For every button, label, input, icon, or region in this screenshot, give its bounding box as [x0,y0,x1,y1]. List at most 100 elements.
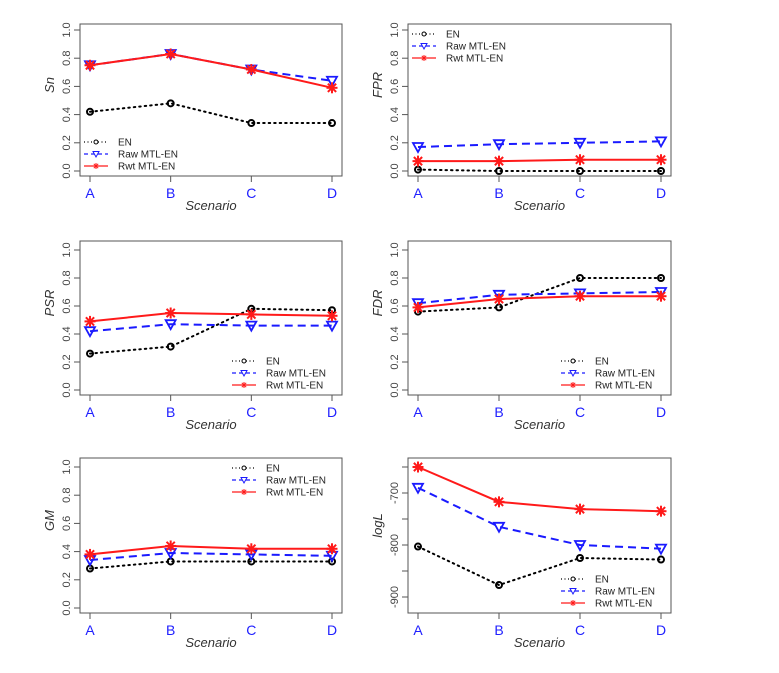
series-line [417,291,662,305]
legend-marker [93,139,99,145]
legend-label: Raw MTL-EN [446,42,506,53]
x-tick-label: A [413,185,423,201]
y-tick-label: 1.0 [61,242,73,257]
series-rwt-mtl-en [412,461,667,517]
series-line [418,158,661,163]
data-point [328,557,336,566]
y-tick-label: 0.6 [389,79,401,94]
data-point [654,543,668,556]
data-point [84,315,96,327]
series-en [414,542,665,590]
x-axis-label: Scenario [514,198,565,213]
x-tick-label: D [327,404,337,420]
series-raw-mtl-en [83,319,339,339]
data-point [165,48,177,60]
y-tick-label: 1.0 [61,22,73,37]
data-point [412,461,424,473]
y-tick-label: 0.6 [389,298,401,313]
data-point [166,342,175,351]
data-point [325,75,339,88]
data-point [495,167,503,175]
series-line [89,102,333,125]
legend-label: EN [595,357,609,368]
y-tick-label: 0.2 [389,135,401,150]
series-line [89,560,333,570]
data-point [411,142,425,154]
data-point [414,542,422,551]
series-rwt-mtl-en [412,290,667,313]
data-point [328,119,336,128]
legend-label: Rwt MTL-EN [595,599,652,610]
x-axis-label: Scenario [185,417,236,432]
plot-frame [407,240,672,396]
data-point [655,154,667,166]
y-axis-label: Sn [42,77,57,93]
data-point [84,59,96,71]
data-point [574,503,586,515]
legend-marker [92,151,100,159]
legend-marker [570,576,576,582]
series-line [417,140,662,149]
x-tick-label: B [494,622,503,638]
y-axis-label: FPR [370,72,385,98]
data-point [574,290,586,302]
legend-label: Raw MTL-EN [595,587,655,598]
legend-label: Raw MTL-EN [266,369,326,380]
legend-marker [569,588,577,596]
data-point [412,155,424,167]
x-tick-label: A [85,404,95,420]
series-line [89,52,333,89]
x-tick-label: C [575,404,585,420]
series-line [89,544,332,556]
series-line [89,307,333,355]
data-point [493,293,505,305]
data-point [411,482,425,495]
legend-label: EN [118,138,132,149]
data-point [247,119,256,128]
y-tick-label: 0.0 [61,600,73,615]
legend-label: Rwt MTL-EN [446,54,503,65]
data-point [657,274,665,282]
y-tick-label: 0.2 [61,354,73,369]
data-point [166,99,175,108]
x-tick-label: C [575,185,585,201]
legend-label: Rwt MTL-EN [266,488,323,499]
legend-marker [421,55,427,61]
x-tick-label: D [656,622,666,638]
series-rwt-mtl-en [84,540,338,560]
y-tick-label: 0.0 [61,382,73,397]
x-tick-label: C [246,622,256,638]
x-tick-label: A [85,185,95,201]
x-axis-label: Scenario [185,198,236,213]
y-axis-label: PSR [42,290,57,317]
y-tick-label: 0.8 [61,270,73,285]
x-tick-label: B [166,622,175,638]
x-tick-label: B [494,185,503,201]
data-point [654,136,668,149]
data-point [657,167,665,175]
series-line [89,552,333,562]
data-point [657,555,665,564]
legend-marker [570,382,576,388]
legend-marker [421,31,427,37]
legend-label: Raw MTL-EN [118,150,178,161]
data-point [412,301,424,313]
legend-label: Rwt MTL-EN [266,381,323,392]
series-line [417,277,662,313]
legend-marker [241,465,247,471]
series-line [417,486,662,550]
y-axis-label: FDR [370,290,385,317]
legend-marker [241,382,247,388]
data-point [326,82,338,94]
legend-label: Rwt MTL-EN [118,162,175,173]
data-point [493,155,505,167]
